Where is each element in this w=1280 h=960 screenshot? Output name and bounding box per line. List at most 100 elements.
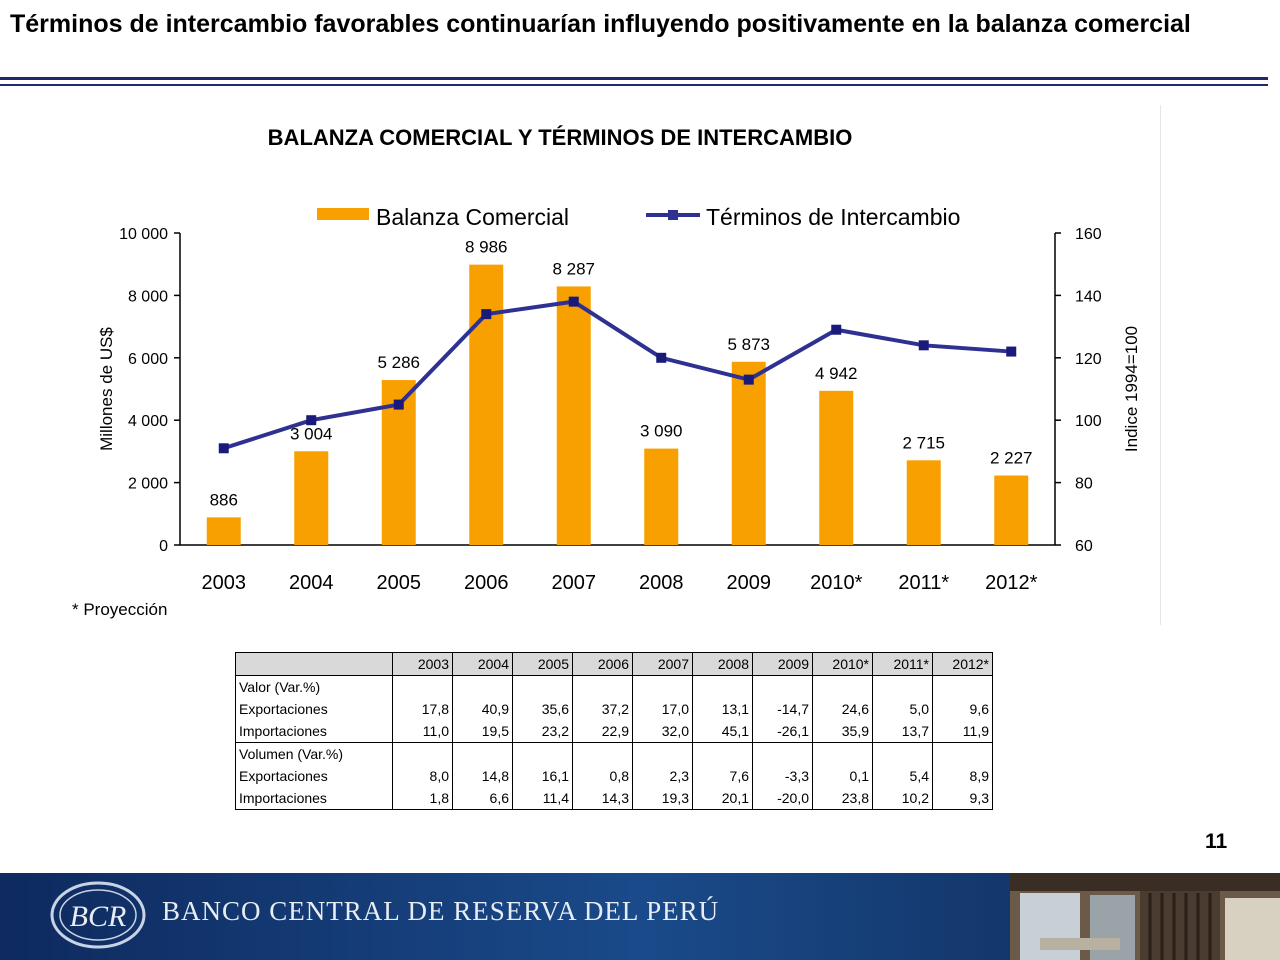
table-cell: 40,9	[452, 698, 513, 720]
table-cell: 22,9	[572, 720, 633, 743]
y-tick-label-left: 0	[159, 538, 168, 555]
table-header-2007: 2007	[632, 652, 693, 676]
table-cell: 9,3	[932, 787, 993, 810]
table-header-2012*: 2012*	[932, 652, 993, 676]
y-tick-label-right: 60	[1075, 538, 1093, 555]
tot-point-2008	[656, 352, 667, 363]
table-cell: 2,3	[632, 765, 693, 787]
table-cell-empty	[692, 742, 753, 765]
projection-footnote: * Proyección	[72, 600, 168, 619]
tot-point-2012*	[1006, 346, 1017, 357]
bank-name: BANCO CENTRAL DE RESERVA DEL PERÚ	[162, 896, 720, 926]
table-cell-empty	[392, 675, 453, 698]
bar-label-2005: 5 286	[377, 353, 420, 372]
table-section-row: Volumen (Var.%)	[235, 742, 993, 765]
table-section-row: Valor (Var.%)	[235, 675, 993, 698]
bar-label-2012*: 2 227	[990, 449, 1033, 468]
y-tick-label-right: 100	[1075, 413, 1102, 430]
table-cell-empty	[572, 675, 633, 698]
table-row-label: Exportaciones	[235, 765, 393, 787]
table-cell-empty	[752, 742, 813, 765]
legend-label-bar: Balanza Comercial	[376, 204, 569, 230]
bar-label-2003: 886	[210, 490, 238, 509]
tot-point-2007	[568, 296, 579, 307]
table-header-2005: 2005	[512, 652, 573, 676]
table-header-2009: 2009	[752, 652, 813, 676]
table-cell: 5,4	[872, 765, 933, 787]
table-cell-empty	[392, 742, 453, 765]
table-cell: 23,2	[512, 720, 573, 743]
table-cell: 23,8	[812, 787, 873, 810]
bar-label-2009: 5 873	[727, 335, 770, 354]
table-cell-empty	[932, 742, 993, 765]
y-axis-label-right: Indice 1994=100	[1122, 326, 1141, 452]
y-tick-label-left: 4 000	[128, 413, 168, 430]
table-cell: 0,8	[572, 765, 633, 787]
table-row: Exportaciones 17,8 40,9 35,6 37,2 17,0 13,1 -14…	[235, 698, 993, 720]
table-cell: 20,1	[692, 787, 753, 810]
table-cell: 24,6	[812, 698, 873, 720]
table-cell: 32,0	[632, 720, 693, 743]
bar-2006	[469, 264, 504, 545]
table-cell-empty	[872, 742, 933, 765]
table-cell: -20,0	[752, 787, 813, 810]
logo-monogram: BCR	[70, 900, 127, 933]
x-tick-label: 2010*	[810, 572, 862, 594]
table-cell-empty	[452, 742, 513, 765]
bar-2010*	[819, 390, 854, 545]
table-row: Importaciones 11,0 19,5 23,2 22,9 32,0 45,1 -26…	[235, 720, 993, 743]
table-cell: 13,1	[692, 698, 753, 720]
tot-point-2003	[218, 443, 229, 454]
table-cell-empty	[872, 675, 933, 698]
x-tick-label: 2005	[377, 572, 422, 594]
panel-divider	[1160, 105, 1161, 625]
table-header-2011*: 2011*	[872, 652, 933, 676]
table-section-title: Valor (Var.%)	[235, 675, 393, 698]
table-cell: 11,4	[512, 787, 573, 810]
table-header-2004: 2004	[452, 652, 513, 676]
legend-swatch-bar	[317, 208, 369, 220]
table-cell-empty	[572, 742, 633, 765]
table-header-2010*: 2010*	[812, 652, 873, 676]
bar-label-2011*: 2 715	[902, 433, 945, 452]
table-cell-empty	[512, 675, 573, 698]
table-cell: 17,0	[632, 698, 693, 720]
table-cell: 19,5	[452, 720, 513, 743]
table-cell: 19,3	[632, 787, 693, 810]
table-header-2003: 2003	[392, 652, 453, 676]
y-tick-label-right: 120	[1075, 351, 1102, 368]
tot-point-2009	[743, 374, 754, 385]
table-cell-empty	[692, 675, 753, 698]
table-cell: 16,1	[512, 765, 573, 787]
y-tick-label-left: 2 000	[128, 476, 168, 493]
table-cell: -14,7	[752, 698, 813, 720]
x-tick-label: 2006	[464, 572, 509, 594]
table-cell: 8,0	[392, 765, 453, 787]
table-section-title: Volumen (Var.%)	[235, 742, 393, 765]
bar-2003	[206, 517, 241, 545]
bar-label-2010*: 4 942	[815, 364, 858, 383]
bar-label-2008: 3 090	[640, 422, 683, 441]
page-number: 11	[1205, 830, 1228, 853]
table-row: Exportaciones 8,0 14,8 16,1 0,8 2,3 7,6 -3,3 0,1…	[235, 765, 993, 787]
x-tick-label: 2009	[727, 572, 772, 594]
table-header-2008: 2008	[692, 652, 753, 676]
bar-label-2006: 8 986	[465, 238, 508, 257]
bar-2008	[644, 448, 679, 545]
bar-2009	[731, 361, 766, 545]
table-cell-empty	[812, 742, 873, 765]
table-cell: 1,8	[392, 787, 453, 810]
balance-trade-chart: BALANZA COMERCIAL Y TÉRMINOS DE INTERCAM…	[97, 125, 1141, 594]
title-rule-thick	[0, 77, 1268, 80]
table-cell-empty	[452, 675, 513, 698]
building-photo	[1010, 873, 1280, 960]
bar-label-2004: 3 004	[290, 424, 333, 443]
bar-label-2007: 8 287	[552, 259, 595, 278]
y-tick-label-left: 8 000	[128, 288, 168, 305]
table-cell: 37,2	[572, 698, 633, 720]
x-tick-label: 2012*	[985, 572, 1037, 594]
table-cell: 13,7	[872, 720, 933, 743]
table-header-2006: 2006	[572, 652, 633, 676]
tot-line	[223, 299, 1012, 451]
table-header-blank	[235, 652, 393, 676]
